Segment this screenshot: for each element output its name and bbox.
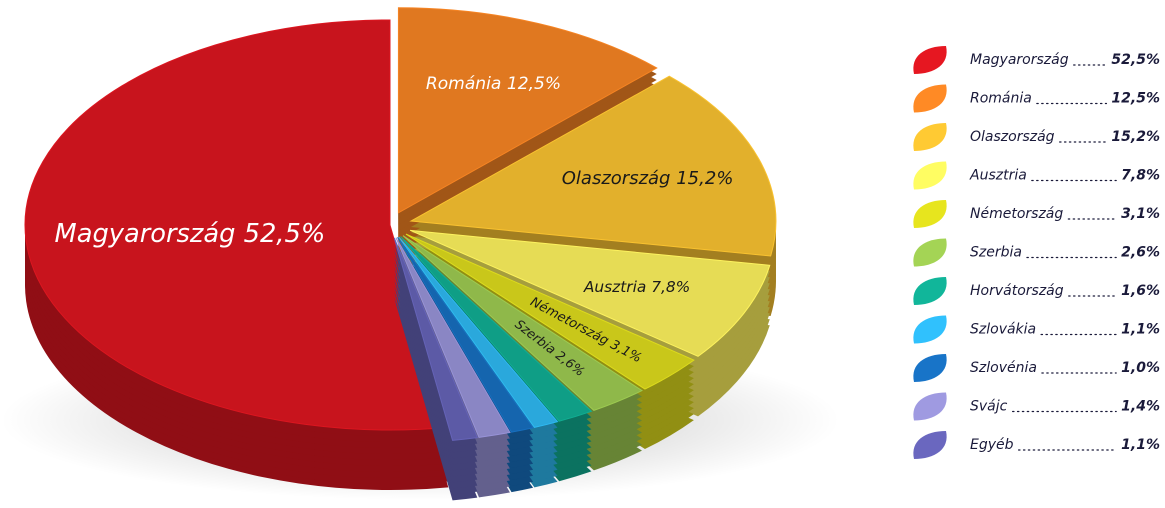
legend-label: Szerbia [970, 245, 1022, 261]
slice-label: Olaszország 15,2% [562, 168, 734, 189]
legend-swatch [913, 392, 947, 421]
slice-top [409, 229, 771, 357]
legend-swatch [913, 277, 947, 305]
legend: Magyarország 52,5% Románia 12,5% Olaszország… [913, 46, 1160, 459]
slice-top [402, 235, 643, 411]
legend-label: Szlovákia [970, 322, 1036, 338]
legend-swatch [913, 238, 947, 267]
legend-swatch [913, 315, 947, 344]
slice [393, 237, 479, 501]
legend-swatch [913, 200, 947, 228]
slice-label: Magyarország 52,5% [55, 219, 326, 249]
slice-top [393, 237, 479, 441]
slice-top [400, 236, 593, 422]
slice-label-value: 7,8% [651, 277, 690, 295]
slice-top [397, 7, 658, 214]
slice-top [405, 233, 695, 390]
legend-swatch [913, 161, 947, 190]
legend-value: 1,1% [1121, 322, 1160, 338]
slice-top [397, 237, 534, 433]
slice-label-name: Magyarország [55, 219, 236, 249]
legend-value: 3,1% [1121, 206, 1160, 222]
legend-swatch [913, 431, 947, 459]
legend-value: 1,1% [1121, 437, 1160, 453]
slice-label-value: 12,5% [507, 74, 561, 94]
pie: Magyarország 52,5% Románia 12,5% Olaszorsz… [24, 7, 777, 501]
legend-swatch [913, 84, 947, 113]
legend-label: Magyarország [970, 52, 1069, 68]
slice-label: Románia 12,5% [426, 74, 561, 94]
slice-label-name: Olaszország [562, 168, 671, 189]
legend-label: Svájc [970, 399, 1008, 415]
legend-swatch [913, 354, 947, 382]
legend-swatch [913, 46, 947, 74]
legend-value: 2,6% [1121, 245, 1160, 261]
slice-label-name: Románia [426, 74, 502, 94]
legend-value: 1,4% [1121, 399, 1160, 415]
legend-label: Szlovénia [970, 360, 1037, 376]
legend-label: Ausztria [969, 168, 1027, 184]
slice-label-name: Ausztria [583, 277, 646, 295]
legend-value: 12,5% [1111, 91, 1160, 107]
slice-label-value: 52,5% [244, 219, 326, 249]
legend-value: 1,6% [1121, 283, 1160, 299]
legend-label: Egyéb [970, 437, 1014, 453]
slice-top [395, 237, 511, 438]
legend-swatch [913, 123, 947, 151]
slice-top [398, 236, 559, 428]
legend-value: 52,5% [1111, 52, 1160, 68]
slice-label-value: 15,2% [676, 168, 733, 189]
legend-label: Horvátország [970, 283, 1064, 299]
slice-top [24, 19, 449, 431]
legend-label: Románia [970, 91, 1032, 107]
slice [24, 19, 449, 490]
legend-value: 15,2% [1111, 129, 1160, 145]
slice-label: Ausztria 7,8% [583, 277, 690, 295]
legend-label: Olaszország [970, 129, 1055, 145]
legend-value: 7,8% [1121, 168, 1160, 184]
legend-value: 1,0% [1121, 360, 1160, 376]
slice-top [409, 75, 777, 257]
legend-label: Németország [970, 206, 1063, 222]
